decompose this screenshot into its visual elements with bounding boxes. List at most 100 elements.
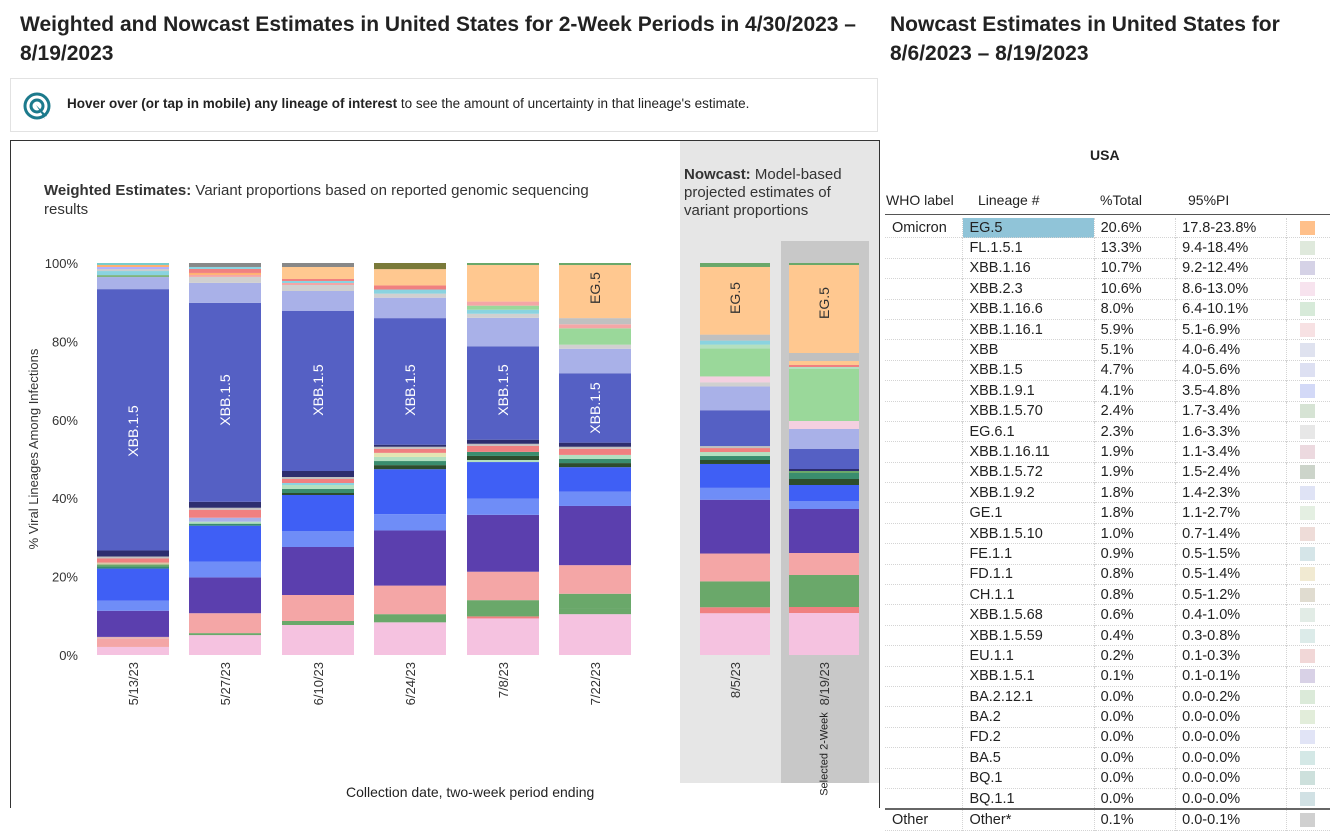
lineage-row[interactable]: BA.2.12.1 0.0% 0.0-0.2% <box>885 686 1330 707</box>
bar-segment[interactable] <box>189 613 261 634</box>
lineage-row[interactable]: FL.1.5.1 13.3% 9.4-18.4% <box>885 237 1330 259</box>
bar-segment[interactable] <box>97 610 169 637</box>
bar-segment[interactable] <box>97 646 169 655</box>
bar-segment[interactable] <box>789 361 859 365</box>
bar-segment[interactable] <box>467 263 539 266</box>
bar-segment[interactable] <box>282 531 354 547</box>
bar-segment[interactable] <box>189 266 261 269</box>
bar-segment[interactable] <box>97 566 169 569</box>
bar-segment[interactable] <box>559 454 631 459</box>
bar-segment[interactable] <box>282 283 354 285</box>
bar-segment[interactable] <box>789 485 859 501</box>
bar-segment[interactable] <box>467 445 539 452</box>
bar-segment[interactable] <box>467 455 539 461</box>
bar-6/10/23[interactable] <box>282 263 354 655</box>
bar-segment[interactable] <box>374 285 446 290</box>
bar-segment[interactable] <box>374 444 446 447</box>
bar-segment[interactable] <box>467 571 539 601</box>
bar-segment[interactable] <box>700 613 770 655</box>
lineage-row[interactable]: XBB.1.16.1 5.9% 5.1-6.9% <box>885 319 1330 340</box>
bar-segment[interactable] <box>374 514 446 531</box>
bar-segment[interactable] <box>467 460 539 463</box>
bar-segment[interactable] <box>789 613 859 655</box>
bar-segment[interactable] <box>467 600 539 617</box>
bar-segment[interactable] <box>700 487 770 500</box>
bar-segment[interactable] <box>789 449 859 469</box>
bar-segment[interactable] <box>700 446 770 449</box>
bar-segment[interactable] <box>700 340 770 345</box>
bar-segment[interactable] <box>189 302 261 502</box>
bar-segment[interactable] <box>700 448 770 453</box>
bar-segment[interactable] <box>559 467 631 492</box>
bar-segment[interactable] <box>189 633 261 636</box>
bar-segment[interactable] <box>97 550 169 557</box>
bar-segment[interactable] <box>97 556 169 559</box>
bar-segment[interactable] <box>97 564 169 567</box>
bar-segment[interactable] <box>700 456 770 460</box>
bar-6/24/23[interactable] <box>374 263 446 655</box>
bar-segment[interactable] <box>559 565 631 594</box>
bar-segment[interactable] <box>559 448 631 455</box>
bar-segment[interactable] <box>374 269 446 286</box>
lineage-row[interactable]: XBB.1.5.10 1.0% 0.7-1.4% <box>885 523 1330 544</box>
bar-segment[interactable] <box>700 459 770 464</box>
bar-segment[interactable] <box>467 305 539 310</box>
bar-segment[interactable] <box>97 267 169 270</box>
bar-segment[interactable] <box>789 509 859 553</box>
bar-segment[interactable] <box>374 530 446 586</box>
bar-segment[interactable] <box>189 501 261 508</box>
lineage-row[interactable]: XBB.1.9.1 4.1% 3.5-4.8% <box>885 380 1330 402</box>
bar-segment[interactable] <box>282 547 354 595</box>
bar-segment[interactable] <box>789 607 859 613</box>
bar-segment[interactable] <box>189 523 261 526</box>
bar-segment[interactable] <box>559 324 631 329</box>
bar-segment[interactable] <box>789 553 859 575</box>
bar-segment[interactable] <box>189 635 261 655</box>
bar-segment[interactable] <box>189 274 261 277</box>
bar-segment[interactable] <box>789 365 859 367</box>
bar-segment[interactable] <box>789 265 859 353</box>
bar-segment[interactable] <box>374 456 446 462</box>
bar-segment[interactable] <box>374 461 446 466</box>
bar-segment[interactable] <box>700 386 770 411</box>
bar-segment[interactable] <box>374 585 446 615</box>
bar-segment[interactable] <box>467 313 539 318</box>
bar-segment[interactable] <box>789 353 859 361</box>
bar-segment[interactable] <box>467 616 539 619</box>
bar-segment[interactable] <box>374 446 446 449</box>
bar-segment[interactable] <box>789 263 859 265</box>
bar-segment[interactable] <box>559 463 631 468</box>
bar-segment[interactable] <box>374 469 446 515</box>
bar-segment[interactable] <box>700 499 770 554</box>
bar-segment[interactable] <box>282 493 354 495</box>
bar-segment[interactable] <box>97 275 169 278</box>
lineage-row[interactable]: XBB.1.5.59 0.4% 0.3-0.8% <box>885 625 1330 646</box>
bar-segment[interactable] <box>282 483 354 485</box>
bar-segment[interactable] <box>189 521 261 524</box>
bar-segment[interactable] <box>282 625 354 655</box>
bar-segment[interactable] <box>789 471 859 473</box>
bar-segment[interactable] <box>700 266 770 335</box>
bar-segment[interactable] <box>559 446 631 449</box>
bar-segment[interactable] <box>467 514 539 572</box>
bar-segment[interactable] <box>189 577 261 614</box>
bar-segment[interactable] <box>282 477 354 479</box>
bar-segment[interactable] <box>700 344 770 349</box>
bar-segment[interactable] <box>189 263 261 267</box>
bar-segment[interactable] <box>282 281 354 283</box>
bar-segment[interactable] <box>97 600 169 611</box>
bar-segment[interactable] <box>789 501 859 509</box>
lineage-row[interactable]: XBB.1.16.6 8.0% 6.4-10.1% <box>885 299 1330 320</box>
lineage-row[interactable]: GE.1 1.8% 1.1-2.7% <box>885 502 1330 524</box>
bar-segment[interactable] <box>97 568 169 601</box>
lineage-row[interactable]: BA.2 0.0% 0.0-0.0% <box>885 706 1330 728</box>
bar-segment[interactable] <box>282 263 354 267</box>
lineage-row[interactable]: EG.6.1 2.3% 1.6-3.3% <box>885 421 1330 442</box>
bar-segment[interactable] <box>789 429 859 449</box>
lineage-row[interactable]: Omicron EG.5 20.6% 17.8-23.8% <box>885 218 1330 238</box>
bar-segment[interactable] <box>374 465 446 470</box>
bar-segment[interactable] <box>282 489 354 493</box>
bar-segment[interactable] <box>559 442 631 447</box>
lineage-row[interactable]: XBB.1.9.2 1.8% 1.4-2.3% <box>885 482 1330 503</box>
bar-segment[interactable] <box>189 561 261 578</box>
